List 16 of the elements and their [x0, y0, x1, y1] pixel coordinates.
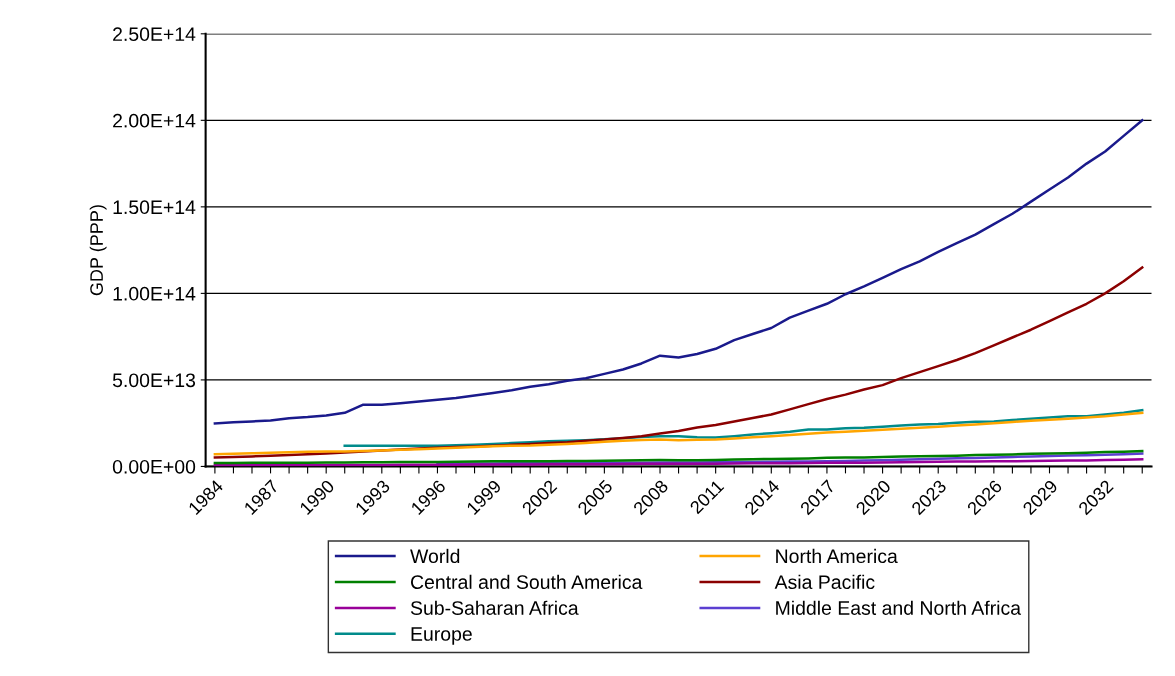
y-axis-title: GDP (PPP) [89, 205, 107, 296]
y-tick-label: 2.00E+14 [113, 113, 196, 128]
legend-label: North America [776, 548, 898, 564]
y-tick-label: 1.50E+14 [113, 200, 196, 215]
y-tick-label: 1.00E+14 [113, 286, 196, 301]
legend-label: Europe [411, 627, 472, 645]
legend-label: World [410, 548, 460, 564]
line-series [213, 449, 1144, 465]
line-series [213, 411, 1144, 456]
y-tick-label: 5.00E+13 [112, 373, 196, 388]
legend-label: Middle East and North Africa [776, 600, 1022, 615]
legend-label: Central and South America [410, 574, 643, 590]
legend-label: Asia Pacific [774, 574, 875, 590]
y-tick-label: 0.00E+00 [112, 459, 196, 474]
y-tick-label: 2.50E+14 [113, 27, 196, 42]
legend-label: Sub-Saharan Africa [410, 600, 579, 615]
